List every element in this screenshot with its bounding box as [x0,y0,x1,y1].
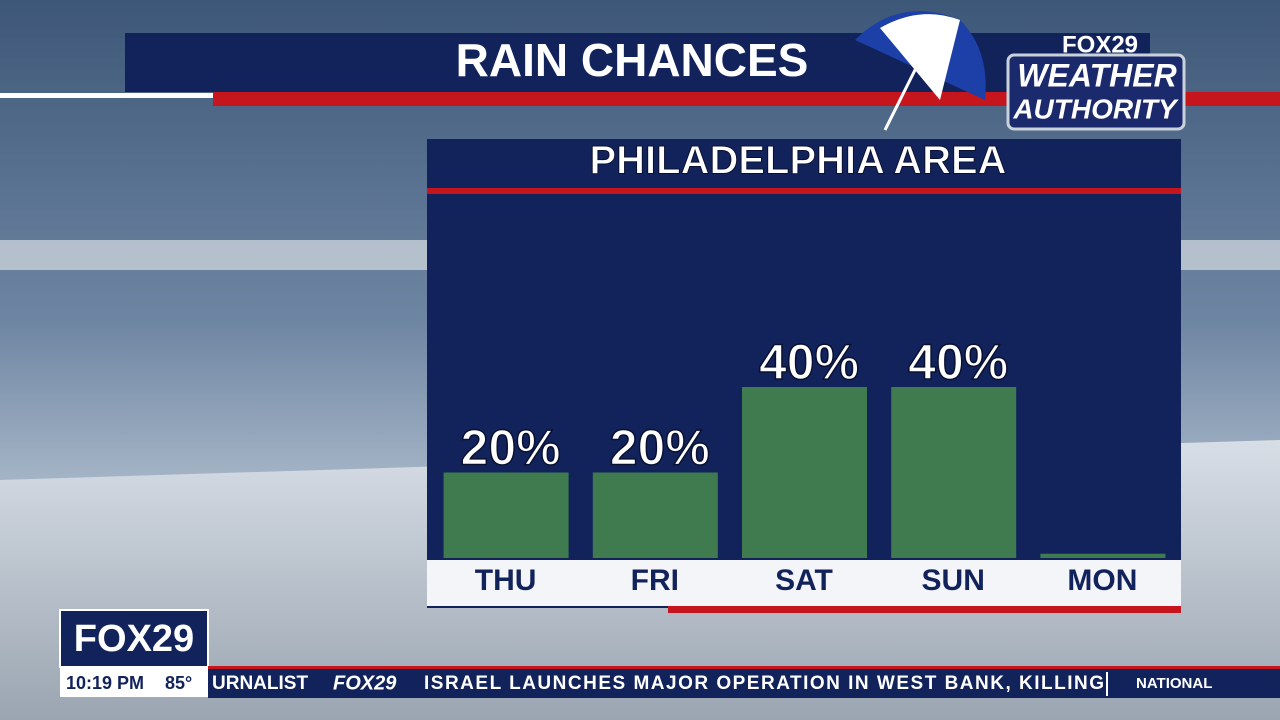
ticker-headline: ISRAEL LAUNCHES MAJOR OPERATION IN WEST … [424,673,1104,694]
temperature: 85° [165,673,192,693]
footer-logo-box [59,609,209,668]
x-tick-label: FRI [631,564,679,597]
title-line [0,93,213,98]
value-label: 40% [759,334,859,390]
panel-stripe [427,188,1181,194]
value-label: 20% [461,420,561,476]
bar [592,472,718,558]
bar [1040,553,1166,558]
value-label: 40% [908,334,1008,390]
bar [742,387,867,558]
x-tick-label: SAT [775,564,833,597]
x-tick-label: THU [475,564,537,597]
plot-area: 20% THU 20% FRI 40% SAT 40% SUN MON [443,333,1166,597]
bar [891,387,1017,558]
footer-brand: FOX29 [74,618,194,660]
ticker-section: NATIONAL [1136,675,1212,692]
station-logo: FOX29 WEATHER AUTHORITY [1006,31,1186,131]
ticker-bar [208,669,1280,698]
panel-bottom-stripe [668,606,1181,613]
ticker-brand: FOX29 [333,672,397,694]
value-label: 20% [610,420,710,476]
chart-subtitle: PHILADELPHIA AREA [589,139,1006,183]
ticker-divider [1106,672,1108,696]
chart-title: RAIN CHANCES [456,34,809,86]
ticker-left: URNALIST [212,673,308,694]
bar [443,472,569,558]
x-tick-label: MON [1067,564,1137,597]
time-box [60,668,208,697]
category-strip [427,560,1181,606]
x-tick-label: SUN [922,564,985,597]
ticker-line [208,666,1280,669]
logo-brand: FOX29 [1062,31,1138,58]
umbrella-icon [855,11,986,131]
logo-line2: AUTHORITY [1012,93,1179,124]
time: 10:19 PM [66,673,144,693]
logo-line1: WEATHER [1017,57,1176,93]
